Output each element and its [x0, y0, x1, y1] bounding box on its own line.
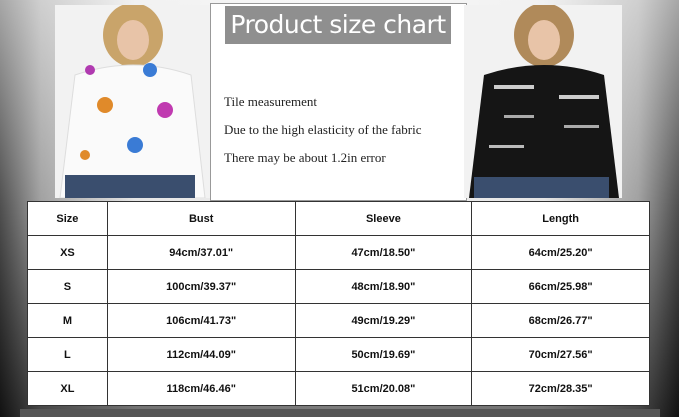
bottom-bar	[20, 409, 660, 417]
table-header-row: Size Bust Sleeve Length	[27, 201, 650, 236]
sleeve-cell: 47cm/18.50"	[294, 235, 473, 270]
bust-cell: 118cm/46.46"	[106, 371, 296, 406]
sleeve-cell: 48cm/18.90"	[294, 269, 473, 304]
page-title: Product size chart	[225, 6, 451, 44]
bust-cell: 112cm/44.09"	[106, 337, 296, 372]
header-size: Size	[27, 201, 108, 236]
size-cell: M	[27, 303, 108, 338]
length-cell: 70cm/27.56"	[471, 337, 650, 372]
sleeve-cell: 50cm/19.69"	[294, 337, 473, 372]
length-cell: 72cm/28.35"	[471, 371, 650, 406]
size-cell: L	[27, 337, 108, 372]
size-cell: XS	[27, 235, 108, 270]
product-photo-white	[55, 5, 210, 198]
bust-cell: 94cm/37.01"	[106, 235, 296, 270]
table-row: S 100cm/39.37" 48cm/18.90" 66cm/25.98"	[27, 269, 650, 304]
table-row: L 112cm/44.09" 50cm/19.69" 70cm/27.56"	[27, 337, 650, 372]
table-row: XS 94cm/37.01" 47cm/18.50" 64cm/25.20"	[27, 235, 650, 270]
table-row: M 106cm/41.73" 49cm/19.29" 68cm/26.77"	[27, 303, 650, 338]
size-cell: XL	[27, 371, 108, 406]
product-photo-black	[464, 5, 622, 198]
header-length: Length	[471, 201, 650, 236]
note-3: There may be about 1.2in error	[224, 150, 386, 165]
bust-cell: 106cm/41.73"	[106, 303, 296, 338]
length-cell: 64cm/25.20"	[471, 235, 650, 270]
note-2: Due to the high elasticity of the fabric	[224, 122, 422, 137]
length-cell: 68cm/26.77"	[471, 303, 650, 338]
table-row: XL 118cm/46.46" 51cm/20.08" 72cm/28.35"	[27, 371, 650, 406]
note-1: Tile measurement	[224, 94, 318, 109]
header-bust: Bust	[106, 201, 296, 236]
length-cell: 66cm/25.98"	[471, 269, 650, 304]
sleeve-cell: 49cm/19.29"	[294, 303, 473, 338]
size-table: Size Bust Sleeve Length XS 94cm/37.01" 47c…	[27, 201, 650, 406]
sleeve-cell: 51cm/20.08"	[294, 371, 473, 406]
header-sleeve: Sleeve	[294, 201, 473, 236]
bust-cell: 100cm/39.37"	[106, 269, 296, 304]
size-cell: S	[27, 269, 108, 304]
